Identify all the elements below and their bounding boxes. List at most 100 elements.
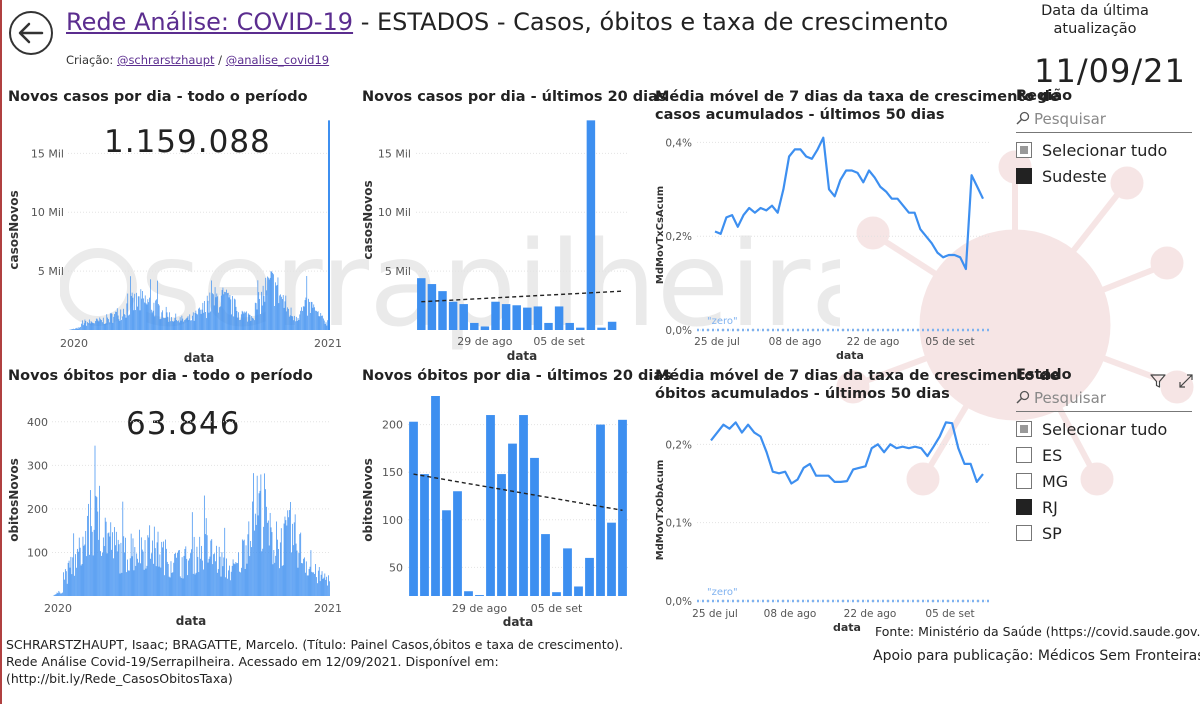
chart-bar: [275, 285, 277, 330]
chart-bar: [88, 503, 89, 596]
chart-bar: [73, 328, 74, 330]
chart-bar: [216, 572, 218, 596]
chart-bar: [97, 511, 99, 596]
chart-bar: [258, 292, 260, 330]
chart-bar: [144, 295, 146, 330]
checkbox-icon[interactable]: [1016, 421, 1032, 437]
chart-bar: [497, 474, 506, 596]
focus-mode-icon[interactable]: [1178, 373, 1194, 389]
chart-bar: [126, 303, 128, 330]
chart-bar: [270, 527, 272, 596]
chart-bar: [118, 319, 120, 330]
chart-bar: [157, 303, 159, 330]
chart-bar: [78, 537, 80, 596]
chart-bar: [205, 518, 207, 596]
chart-bar: [94, 445, 96, 596]
chart-bar: [213, 554, 214, 596]
chart-bar: [266, 506, 267, 596]
region-slicer-item[interactable]: Selecionar tudo: [1016, 137, 1196, 163]
chart-bar: [95, 495, 97, 596]
chart-bar: [328, 120, 330, 330]
chart-bar: [85, 530, 87, 596]
chart-bar: [255, 524, 257, 596]
checkbox-icon[interactable]: [1016, 473, 1032, 489]
state-slicer-item[interactable]: ES: [1016, 442, 1196, 468]
title-link[interactable]: Rede Análise: COVID-19: [66, 8, 354, 36]
chart-bar: [122, 316, 123, 330]
checkbox-icon[interactable]: [1016, 499, 1032, 515]
chart-bar: [263, 295, 265, 330]
chart-bar: [285, 520, 287, 596]
chart-bar: [236, 310, 238, 330]
chart-bar: [196, 313, 198, 330]
checkbox-icon[interactable]: [1016, 168, 1032, 184]
chart-bar: [284, 516, 286, 596]
chart-bar: [250, 540, 252, 596]
chart-bar: [100, 319, 102, 330]
checkbox-icon[interactable]: [1016, 142, 1032, 158]
chart-bar: [192, 573, 194, 596]
citation-text: SCHRARSTZHAUPT, Isaac; BRAGATTE, Marcelo…: [6, 637, 624, 686]
chart-bar: [128, 315, 129, 330]
chart-bar: [139, 529, 140, 596]
creator-link-2[interactable]: @analise_covid19: [225, 53, 330, 67]
chart-bar: [109, 536, 111, 596]
chart-bar: [62, 592, 63, 596]
chart-bar: [260, 474, 262, 596]
window-left-edge: [0, 0, 2, 704]
state-search-input[interactable]: Pesquisar: [1016, 389, 1192, 412]
y-tick-label: 5 Mil: [385, 265, 411, 278]
growth-line: [710, 421, 984, 485]
chart-bar: [178, 322, 180, 330]
chart-bar: [222, 287, 224, 330]
chart-bar: [262, 548, 264, 596]
y-tick-label: 400: [27, 416, 48, 429]
chart-bar: [205, 311, 206, 330]
chart-bar: [248, 314, 250, 330]
filter-icon[interactable]: [1150, 373, 1166, 389]
checkbox-icon[interactable]: [1016, 525, 1032, 541]
chart-bar: [199, 307, 200, 330]
chart-bar: [104, 324, 106, 330]
chart-bar: [284, 301, 286, 330]
chart-bar: [171, 317, 172, 330]
state-slicer-item[interactable]: SP: [1016, 520, 1196, 546]
creator-link-1[interactable]: @schrarstzhaupt: [116, 53, 215, 67]
chart-bar: [202, 302, 204, 330]
chart-bar: [101, 555, 102, 596]
region-search-input[interactable]: Pesquisar: [1016, 110, 1192, 133]
chart-bar: [315, 310, 316, 330]
state-slicer-item[interactable]: Selecionar tudo: [1016, 416, 1196, 442]
chart-bar: [132, 297, 134, 330]
state-slicer-item[interactable]: MG: [1016, 468, 1196, 494]
checkbox-icon[interactable]: [1016, 447, 1032, 463]
back-arrow-button[interactable]: [8, 10, 54, 56]
state-slicer-item-label: RJ: [1042, 497, 1058, 517]
region-slicer-item[interactable]: Sudeste: [1016, 163, 1196, 189]
chart-bar: [111, 313, 113, 330]
chart-bar: [523, 307, 532, 330]
chart-bar: [245, 545, 247, 596]
chart-bar: [324, 573, 326, 596]
chart-bar: [154, 548, 156, 596]
chart-bar: [208, 312, 210, 330]
chart-bar: [64, 569, 66, 596]
chart-bar: [142, 291, 143, 330]
chart-bar: [206, 535, 208, 596]
chart-bar: [102, 322, 103, 330]
y-tick-label: 0,0%: [665, 596, 692, 608]
chart-bar: [310, 301, 312, 330]
state-slicer-item[interactable]: RJ: [1016, 494, 1196, 520]
chart-bar: [263, 526, 265, 596]
search-icon: [1016, 390, 1030, 404]
chart-bar: [302, 563, 303, 596]
chart-bar: [289, 510, 290, 596]
region-slicer-item-label: Selecionar tudo: [1042, 140, 1168, 160]
chart-bar: [88, 323, 89, 330]
chart-bar: [203, 312, 205, 330]
chart-bar: [129, 558, 131, 596]
chart-bar: [442, 510, 451, 596]
chart-bar: [197, 314, 198, 330]
chart-bar: [59, 592, 61, 596]
chart-bar: [244, 311, 246, 330]
